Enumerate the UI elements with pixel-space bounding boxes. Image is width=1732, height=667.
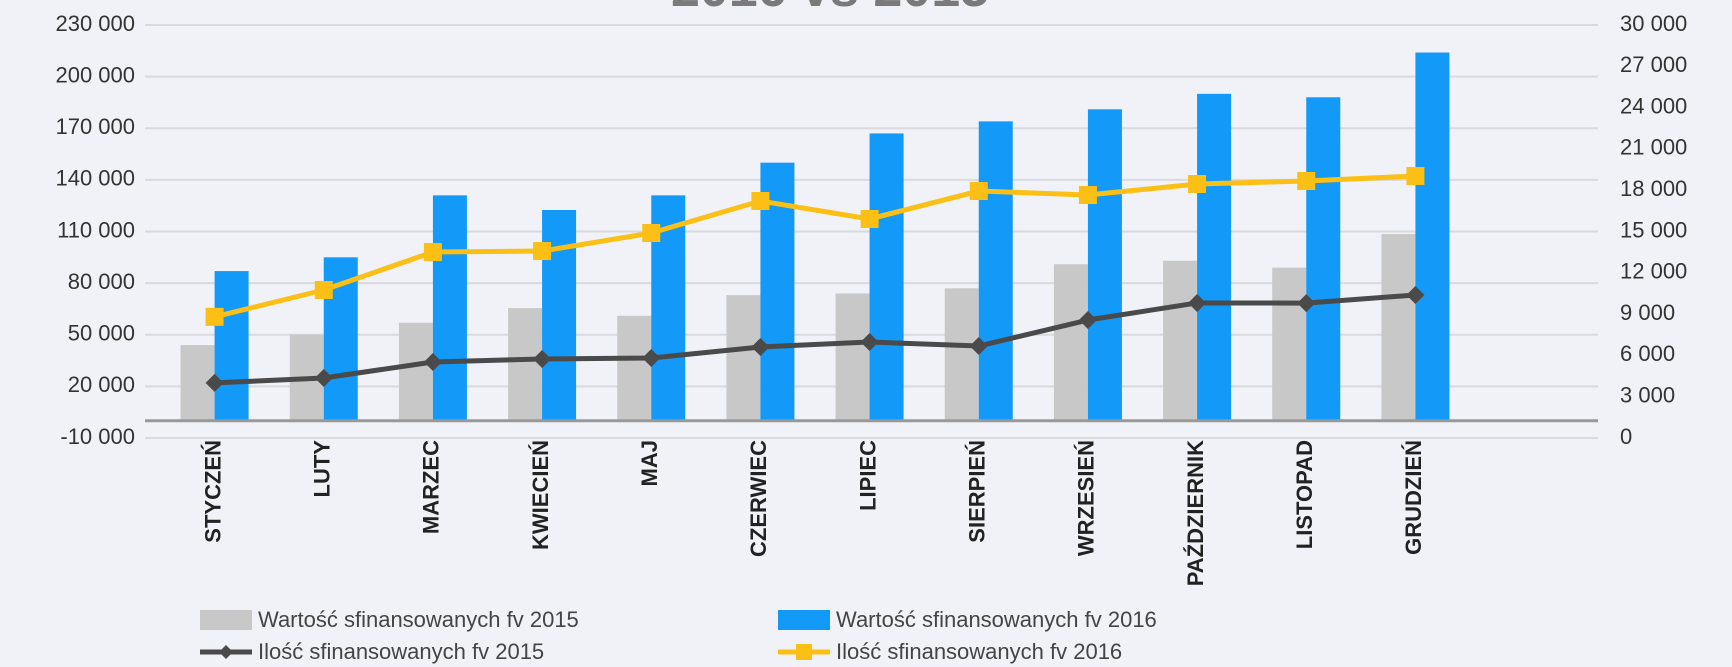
line-marker [642, 224, 661, 243]
bar [542, 209, 577, 421]
y2-tick-label: 3 000 [1620, 383, 1675, 408]
bar [1197, 93, 1232, 421]
bar [835, 293, 870, 421]
x-tick-label: KWIECIEŃ [528, 440, 553, 550]
bar [1415, 52, 1450, 421]
y2-tick-label: 9 000 [1620, 300, 1675, 325]
line [214, 292, 1416, 386]
y2-tick-label: 15 000 [1620, 217, 1687, 242]
y-tick-label: 170 000 [55, 114, 135, 139]
bar [1053, 264, 1088, 421]
y-tick-label: 110 000 [57, 217, 135, 242]
x-tick-label: STYCZEŃ [200, 440, 225, 543]
line-marker [969, 182, 988, 201]
legend-swatch [200, 610, 252, 630]
line-marker [205, 373, 224, 392]
chart-title: 2016 vs 2015 [671, 0, 989, 18]
line-marker [205, 307, 224, 326]
x-tick-label: WRZESIEŃ [1074, 440, 1099, 556]
line-marker [423, 353, 442, 372]
line-marker [1406, 285, 1425, 304]
line-marker [423, 243, 442, 262]
bar [726, 295, 761, 421]
y2-tick-label: 0 [1620, 424, 1632, 449]
line-marker [533, 349, 552, 368]
bar [508, 308, 543, 421]
bar [1163, 260, 1198, 421]
x-tick-label: LISTOPAD [1292, 440, 1317, 549]
x-tick-label: CZERWIEC [746, 440, 771, 557]
y2-tick-label: 30 000 [1620, 11, 1687, 36]
line-marker [314, 368, 333, 387]
bar [1272, 267, 1307, 421]
bar [1381, 234, 1416, 421]
y-tick-label: 140 000 [55, 166, 135, 191]
x-tick-label: PAŹDZIERNIK [1183, 440, 1208, 586]
bar [214, 271, 249, 421]
bar [432, 195, 467, 421]
line-marker [969, 337, 988, 356]
line-marker [860, 209, 879, 228]
x-tick-label: MARZEC [419, 440, 444, 534]
y2-tick-label: 12 000 [1620, 259, 1687, 284]
bar [1087, 109, 1122, 421]
line-marker [1297, 171, 1316, 190]
line-marker [1406, 167, 1425, 186]
line-marker [1188, 175, 1207, 194]
legend-label: Ilość sfinansowanych fv 2015 [258, 639, 544, 664]
legend-marker [219, 645, 233, 659]
x-tick-label: LIPIEC [855, 440, 880, 511]
legend-marker [796, 644, 812, 660]
line-marker [860, 333, 879, 352]
y-tick-label: 230 000 [55, 11, 135, 36]
x-tick-label: GRUDZIEŃ [1401, 440, 1426, 555]
y-tick-label: 20 000 [68, 372, 135, 397]
line-marker [1188, 293, 1207, 312]
line-marker [1297, 294, 1316, 313]
bar [617, 315, 652, 421]
bar [869, 133, 904, 421]
line-marker [642, 349, 661, 368]
bar [978, 121, 1013, 421]
legend-label: Wartość sfinansowanych fv 2016 [836, 607, 1157, 632]
legend-label: Wartość sfinansowanych fv 2015 [258, 607, 579, 632]
legend-swatch [778, 610, 830, 630]
line-marker [751, 338, 770, 357]
y2-tick-label: 18 000 [1620, 176, 1687, 201]
x-tick-label: MAJ [637, 440, 662, 486]
line-marker [751, 192, 770, 211]
y-tick-label: 200 000 [55, 62, 135, 87]
x-tick-label: SIERPIEŃ [965, 440, 990, 543]
x-tick-label: LUTY [310, 440, 335, 498]
legend-label: Ilość sfinansowanych fv 2016 [836, 639, 1122, 664]
line-marker [314, 281, 333, 300]
y2-tick-label: 27 000 [1620, 52, 1687, 77]
y2-tick-label: 24 000 [1620, 93, 1687, 118]
bar [944, 288, 979, 421]
line [213, 173, 1416, 320]
y-tick-label: -10 000 [60, 424, 135, 449]
y-tick-label: 80 000 [68, 269, 135, 294]
bar [398, 322, 433, 421]
line-marker [533, 242, 552, 261]
y2-tick-label: 6 000 [1620, 341, 1675, 366]
bar [1306, 97, 1341, 421]
line-marker [1078, 311, 1097, 330]
y-tick-label: 50 000 [68, 321, 135, 346]
y2-tick-label: 21 000 [1620, 135, 1687, 160]
line-marker [1078, 186, 1097, 205]
